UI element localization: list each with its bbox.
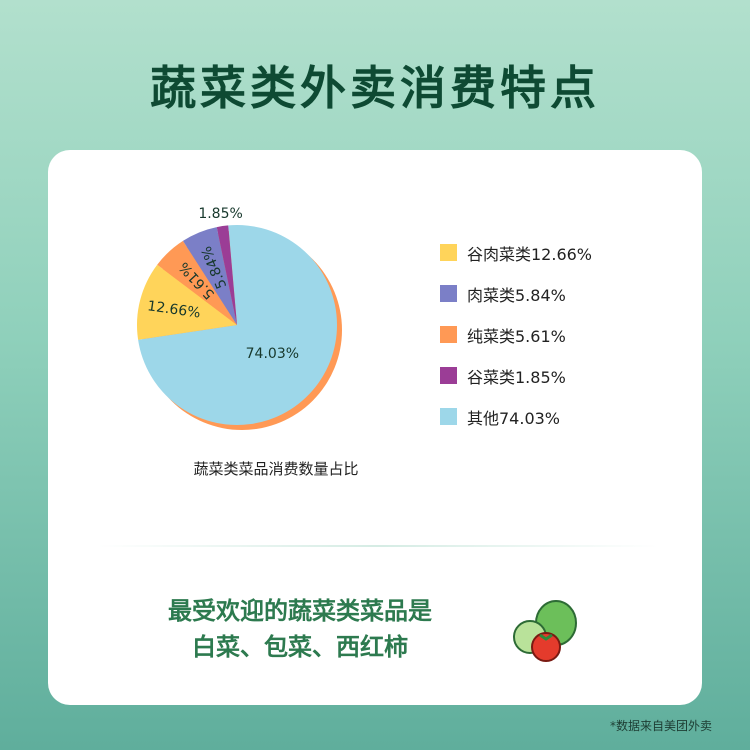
highlight-line-2: 白菜、包菜、西红柿 [192,633,408,661]
legend-item: 肉菜类5.84% [440,273,592,314]
legend-swatch [440,408,457,425]
legend-label: 谷肉菜类12.66% [467,244,593,264]
divider [98,545,658,547]
legend-item: 其他74.03% [440,396,592,437]
legend-label: 肉菜类5.84% [467,285,566,305]
vegetables-illustration-icon [513,600,577,662]
pie-slice-3 [182,227,237,325]
chart-card: 74.03% 12.66% 5.61% 5.84% 1.85% 谷肉菜类12.66% 肉菜… [48,150,702,705]
legend-item: 纯菜类5.61% [440,314,592,355]
legend-label: 谷菜类1.85% [467,367,566,387]
data-label-1: 12.66% [146,298,201,321]
legend-label: 其他74.03% [467,408,561,428]
pie-chart: 74.03%12.66%5.61%5.84%1.85% [137,206,342,430]
chart-title: 蔬菜类菜品消费数量占比 [193,460,359,478]
legend-swatch [440,326,457,343]
highlight-line-1: 最受欢迎的蔬菜类菜品是 [168,597,432,625]
legend-swatch [440,244,457,261]
legend-label: 纯菜类5.61% [467,326,566,346]
pie-slice-0 [138,225,337,425]
pie-slice-1 [137,264,237,340]
legend-swatch [440,285,457,302]
pie-slice-4 [216,225,237,325]
data-label-4: 1.85% [198,206,242,222]
page-title: 蔬菜类外卖消费特点 [150,61,600,115]
highlight-text: 最受欢迎的蔬菜类菜品是 白菜、包菜、西红柿 [168,593,432,665]
data-label-0: 74.03% [246,346,299,362]
chart-caption: 蔬菜类菜品消费数量占比 [48,458,702,479]
pie-slice-2 [157,240,237,325]
legend-item: 谷肉菜类12.66% [440,232,592,273]
footnote: *数据来自美团外卖 [609,719,712,733]
legend-swatch [440,367,457,384]
legend-item: 谷菜类1.85% [440,355,592,396]
legend: 谷肉菜类12.66% 肉菜类5.84% 纯菜类5.61% 谷菜类1.85% 其他74.0… [440,232,592,437]
